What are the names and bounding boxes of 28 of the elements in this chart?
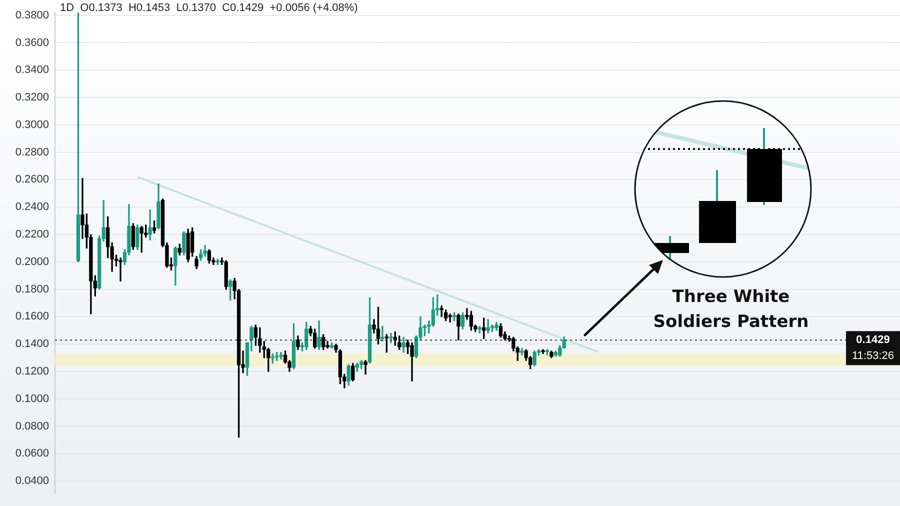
y-tick-label: 0.2800 xyxy=(15,146,49,158)
candlestick xyxy=(380,326,384,342)
y-tick-label: 0.3600 xyxy=(15,36,49,49)
y-tick-label: 0.1800 xyxy=(15,283,49,296)
y-tick-label: 0.2600 xyxy=(15,174,49,186)
y-tick-label: 0.1000 xyxy=(15,392,49,405)
y-tick-label: 0.3000 xyxy=(15,118,49,131)
candlestick xyxy=(448,314,452,323)
y-tick-label: 0.0800 xyxy=(15,420,49,432)
y-tick-label: 0.1400 xyxy=(15,338,49,350)
y-tick-label: 0.2400 xyxy=(15,201,49,214)
chart-title: 1D O0.1373 H0.1453 L0.1370 C0.1429 +0.0056 (+4.08%) xyxy=(60,2,358,14)
candlestick xyxy=(364,360,368,375)
candlestick xyxy=(118,257,122,282)
annotation: Three White Soldiers Pattern xyxy=(652,286,810,334)
y-tick-label: 0.3400 xyxy=(15,64,49,76)
y-tick-label: 0.1200 xyxy=(15,366,49,378)
y-tick-label: 0.3800 xyxy=(15,9,49,22)
y-tick-label: 0.0600 xyxy=(15,448,49,460)
y-tick-label: 0.3200 xyxy=(15,92,49,104)
ref-line-label: 0.1429 xyxy=(856,334,890,346)
annotation: 11:53:26 xyxy=(852,350,894,362)
candlestick xyxy=(148,210,152,240)
y-tick-label: 0.2000 xyxy=(15,256,49,268)
y-tick-label: 0.0400 xyxy=(15,475,49,488)
y-tick-label: 0.2200 xyxy=(15,228,49,241)
candlestick xyxy=(486,319,490,334)
y-tick-label: 0.1600 xyxy=(15,310,49,323)
